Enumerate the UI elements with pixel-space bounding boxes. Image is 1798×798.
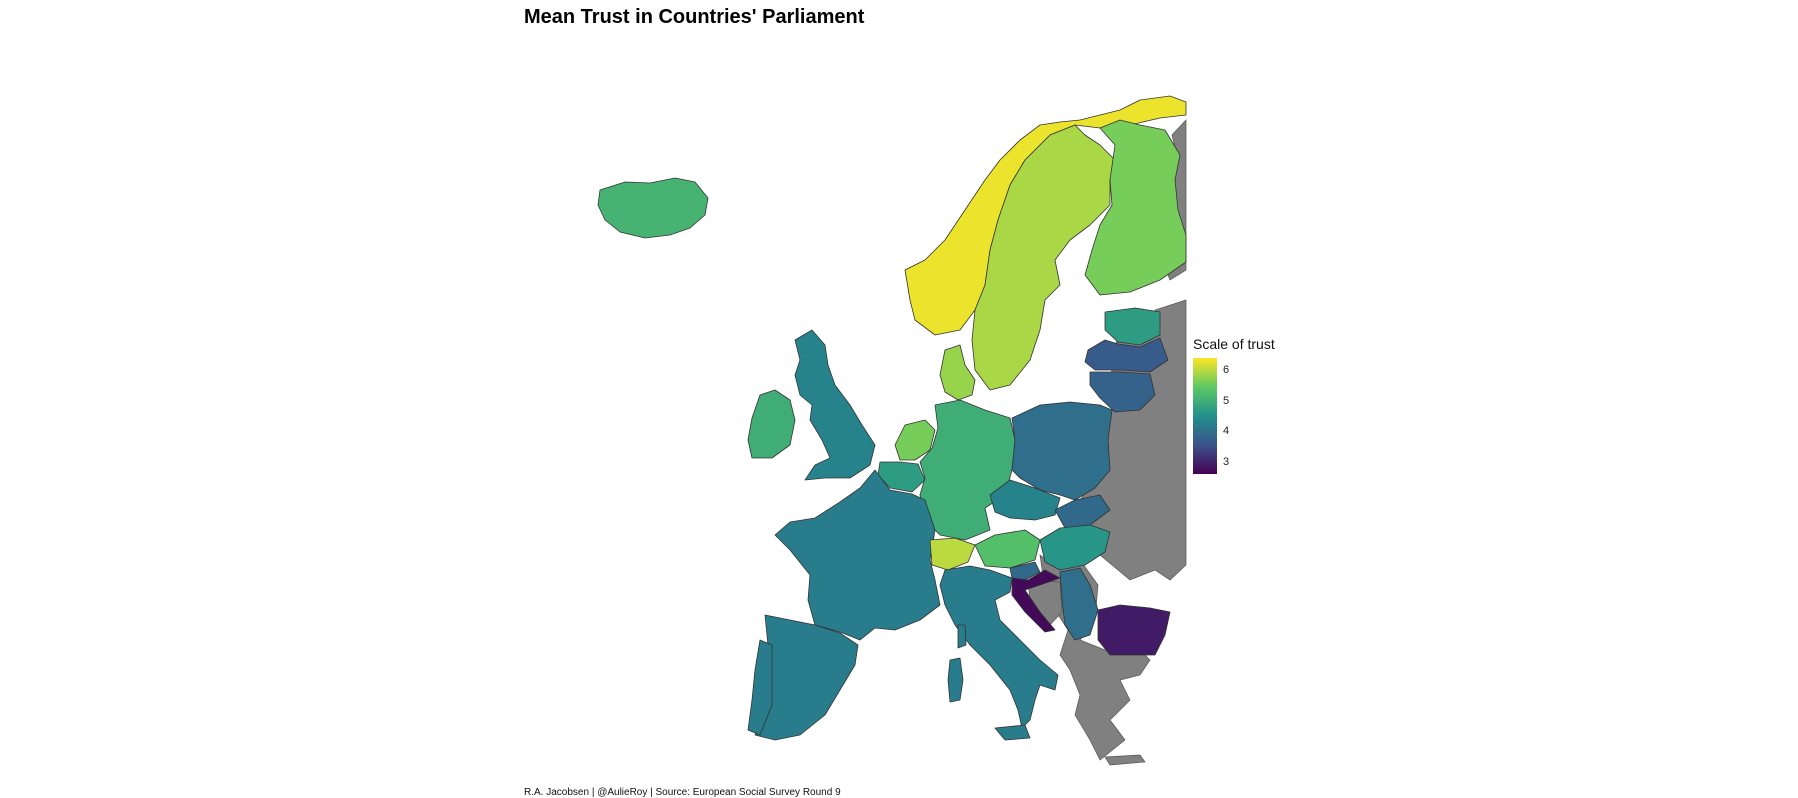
region-bulgaria [1097, 604, 1171, 656]
chart-title: Mean Trust in Countries' Parliament [524, 6, 865, 28]
region-corsica [957, 624, 967, 649]
region-nodata-crete [1104, 754, 1146, 766]
legend-tick-label: 5 [1223, 394, 1230, 407]
region-iceland [597, 177, 709, 239]
legend-ticks: 6 5 4 3 [1223, 358, 1263, 474]
legend-tick-label: 3 [1223, 455, 1230, 468]
region-sardinia [947, 657, 964, 703]
region-croatia [1011, 569, 1061, 633]
region-portugal [747, 639, 773, 736]
region-finland [1084, 119, 1187, 296]
region-uk [794, 329, 876, 481]
region-sicily [994, 724, 1031, 741]
legend-title: Scale of trust [1193, 336, 1275, 352]
region-switzerland [929, 537, 976, 571]
region-hungary [1039, 524, 1111, 571]
region-lithuania [1089, 371, 1156, 413]
legend-tick-label: 6 [1223, 364, 1230, 377]
region-denmark [939, 344, 976, 401]
chart-caption: R.A. Jacobsen | @AulieRoy | Source: Euro… [524, 787, 841, 798]
region-austria [974, 529, 1041, 569]
region-slovenia [1009, 561, 1041, 581]
legend: Scale of trust 6 5 4 3 [1193, 336, 1323, 486]
region-serbia [1059, 567, 1099, 641]
region-latvia [1084, 337, 1169, 373]
region-poland [1011, 401, 1113, 501]
region-germany [919, 399, 1016, 541]
legend-colorbar [1193, 358, 1217, 474]
region-czechia [989, 479, 1061, 521]
region-france [774, 469, 941, 641]
region-ireland [747, 389, 796, 459]
region-netherlands [894, 419, 936, 461]
legend-tick-label: 4 [1223, 425, 1230, 438]
region-estonia [1104, 307, 1161, 346]
